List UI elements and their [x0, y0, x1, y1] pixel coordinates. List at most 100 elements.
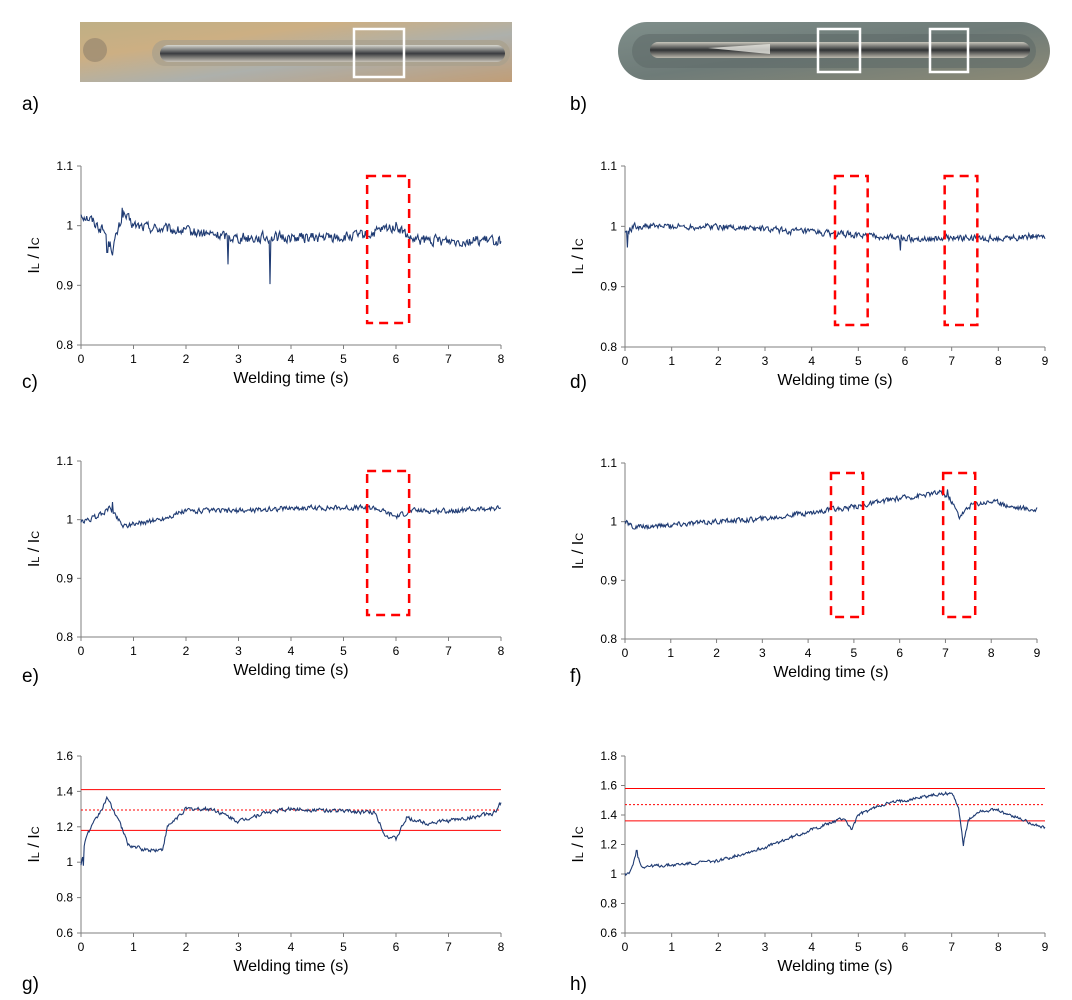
y-tick-label: 0.8 [56, 338, 73, 352]
y-axis-label: IL / IC [570, 826, 587, 862]
x-axis-label: Welding time (s) [777, 958, 892, 975]
x-tick-label: 8 [498, 644, 505, 658]
photo-b-marked-region-1 [816, 27, 862, 74]
x-tick-label: 6 [393, 352, 400, 366]
x-tick-label: 2 [183, 644, 190, 658]
x-axis-label: Welding time (s) [233, 958, 348, 975]
x-tick-label: 0 [622, 646, 629, 660]
x-tick-label: 6 [393, 940, 400, 954]
x-tick-label: 5 [855, 354, 862, 368]
x-tick-label: 1 [130, 940, 137, 954]
x-tick-label: 1 [130, 644, 137, 658]
x-tick-label: 9 [1042, 940, 1049, 954]
highlight-region-box [943, 174, 979, 327]
x-axis-label: Welding time (s) [233, 662, 348, 679]
x-tick-label: 4 [805, 646, 812, 660]
y-axis-label: IL / IC [26, 237, 43, 273]
x-tick-label: 5 [340, 644, 347, 658]
x-tick-label: 3 [235, 352, 242, 366]
x-tick-label: 9 [1034, 646, 1041, 660]
x-axis-label: Welding time (s) [777, 372, 892, 389]
panel-label-b: b) [570, 94, 587, 115]
y-tick-label: 1.2 [56, 820, 73, 834]
highlight-region-box [833, 174, 869, 327]
panel-label-c: c) [22, 372, 38, 393]
y-tick-label: 0.9 [56, 571, 73, 585]
x-tick-label: 7 [948, 940, 955, 954]
y-tick-label: 1.6 [600, 779, 617, 793]
panel-label-e: e) [22, 666, 39, 687]
x-tick-label: 5 [855, 940, 862, 954]
x-tick-label: 0 [622, 354, 629, 368]
x-tick-label: 3 [235, 940, 242, 954]
y-tick-label: 0.9 [600, 280, 617, 294]
highlight-region-box [941, 471, 977, 619]
y-axis-label: IL / IC [570, 533, 587, 569]
x-tick-label: 4 [808, 354, 815, 368]
x-tick-label: 3 [235, 644, 242, 658]
y-tick-label: 0.6 [56, 926, 73, 940]
y-tick-label: 0.6 [600, 926, 617, 940]
x-tick-label: 6 [902, 354, 909, 368]
y-axis-label: IL / IC [570, 238, 587, 274]
chart-d: 0.8 0.9 1 1.1 0 1 2 3 4 5 6 7 8 9 Welding time (s) IL /… [570, 159, 1049, 393]
series-line-ilic [80, 207, 502, 285]
photo-b-marked-region-2 [928, 27, 970, 74]
y-tick-label: 1 [610, 219, 617, 233]
y-tick-label: 0.8 [56, 891, 73, 905]
x-tick-label: 1 [130, 352, 137, 366]
x-tick-label: 0 [78, 940, 85, 954]
y-tick-label: 1.2 [600, 838, 617, 852]
y-tick-label: 1 [610, 867, 617, 881]
x-tick-label: 6 [896, 646, 903, 660]
y-tick-label: 1 [66, 513, 73, 527]
chart-e: 0.8 0.9 1 1.1 0 1 2 3 4 5 6 7 8 Welding time (s) IL / … [22, 454, 505, 687]
x-tick-label: 1 [667, 646, 674, 660]
x-tick-label: 7 [948, 354, 955, 368]
x-tick-label: 7 [445, 644, 452, 658]
highlight-region-box [365, 174, 411, 325]
x-tick-label: 9 [1042, 354, 1049, 368]
chart-g: 0.6 0.8 1 1.2 1.4 1.6 0 1 2 3 4 5 6 7 8 Welding time (s… [22, 749, 505, 995]
y-axis-label: IL / IC [26, 531, 43, 567]
series-line-ilic [624, 791, 1046, 877]
x-tick-label: 8 [988, 646, 995, 660]
y-tick-label: 0.8 [600, 897, 617, 911]
y-tick-label: 1.1 [600, 159, 617, 173]
y-tick-label: 0.8 [56, 630, 73, 644]
y-tick-label: 1.1 [600, 456, 617, 470]
x-tick-label: 7 [445, 940, 452, 954]
x-axis-label: Welding time (s) [773, 664, 888, 681]
y-tick-label: 1 [610, 515, 617, 529]
highlight-region-box [365, 469, 411, 617]
x-tick-label: 5 [340, 352, 347, 366]
panel-label-g: g) [22, 974, 39, 995]
panel-label-a: a) [22, 94, 39, 115]
x-tick-label: 5 [340, 940, 347, 954]
y-tick-label: 0.9 [56, 278, 73, 292]
x-tick-label: 1 [668, 940, 675, 954]
x-tick-label: 2 [715, 354, 722, 368]
x-tick-label: 4 [288, 352, 295, 366]
x-tick-label: 0 [78, 644, 85, 658]
x-tick-label: 3 [762, 940, 769, 954]
x-tick-label: 1 [668, 354, 675, 368]
x-tick-label: 2 [713, 646, 720, 660]
highlight-region-box [829, 471, 865, 619]
x-tick-label: 8 [498, 940, 505, 954]
series-line-ilic [80, 795, 502, 866]
x-tick-label: 7 [445, 352, 452, 366]
x-tick-label: 5 [851, 646, 858, 660]
chart-h: 0.6 0.8 1 1.2 1.4 1.6 1.8 0 1 2 3 4 5 6 7 8 9 Welding tim… [570, 749, 1049, 995]
x-tick-label: 4 [288, 644, 295, 658]
y-tick-label: 1.1 [56, 159, 73, 173]
y-axis-label: IL / IC [26, 826, 43, 862]
y-tick-label: 1 [66, 855, 73, 869]
x-tick-label: 4 [288, 940, 295, 954]
panel-label-d: d) [570, 372, 587, 393]
photo-a-marked-region [352, 27, 406, 79]
chart-c: 0.8 0.9 1 1.1 0 1 2 3 4 5 6 7 8 Welding time (s) IL / … [22, 159, 505, 393]
x-tick-label: 4 [808, 940, 815, 954]
x-tick-label: 3 [762, 354, 769, 368]
x-tick-label: 8 [995, 940, 1002, 954]
